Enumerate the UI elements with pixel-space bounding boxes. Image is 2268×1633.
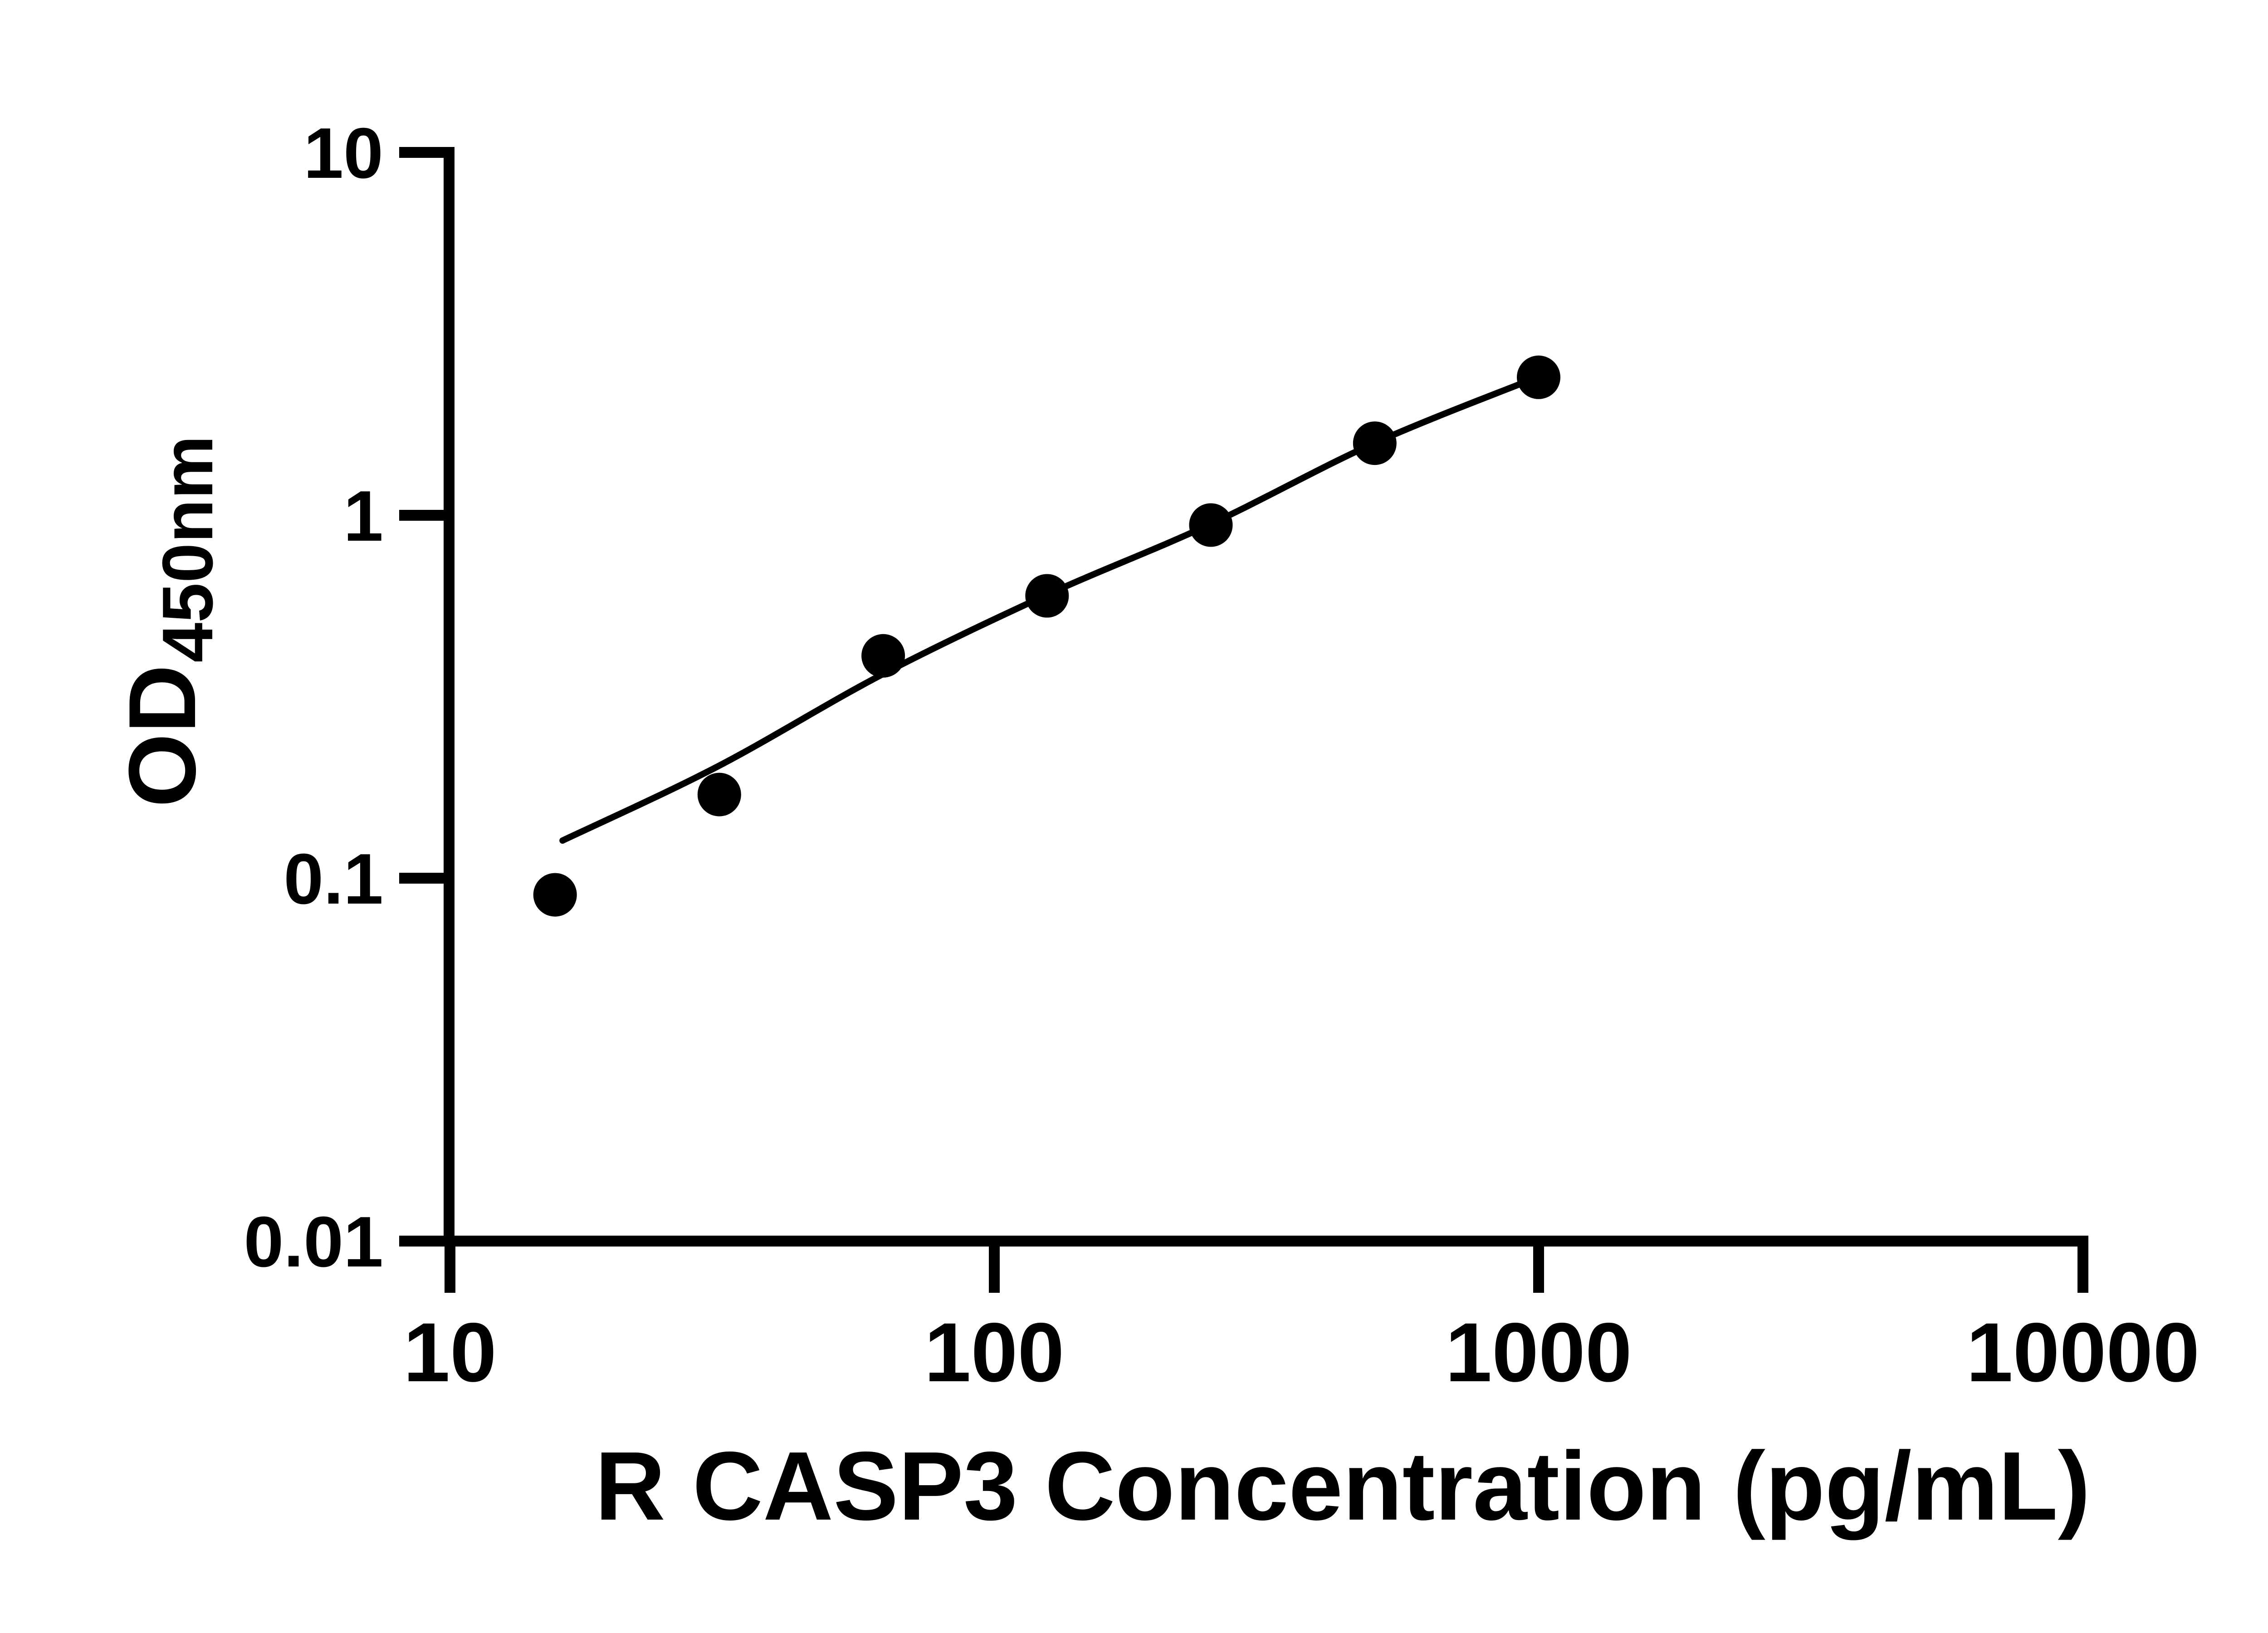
data-point [697, 772, 741, 816]
x-tick-label: 1000 [1445, 1306, 1632, 1399]
y-tick-label: 0.01 [244, 1202, 383, 1282]
data-point [1025, 574, 1069, 618]
y-tick-label: 10 [303, 113, 383, 193]
x-tick-label: 100 [924, 1306, 1065, 1399]
x-tick-label: 10000 [1966, 1306, 2200, 1399]
data-point [1353, 421, 1397, 465]
x-tick-label: 10 [403, 1306, 497, 1399]
data-point [1189, 503, 1233, 547]
y-axis-title: OD 450nm [109, 435, 228, 807]
x-axis-title: R CASP3 Concentration (pg/mL) [595, 1431, 2091, 1540]
y-tick-label: 0.1 [284, 839, 383, 919]
y-axis-title-subscript: 450nm [148, 435, 228, 663]
points-layer [533, 355, 1560, 917]
y-axis-title-main: OD [109, 665, 215, 807]
ticks-layer [399, 147, 2088, 1293]
data-point [1517, 355, 1560, 399]
data-point [861, 634, 905, 678]
y-tick-label: 1 [343, 476, 383, 556]
axes-layer [444, 147, 2088, 1247]
data-point [533, 873, 577, 917]
